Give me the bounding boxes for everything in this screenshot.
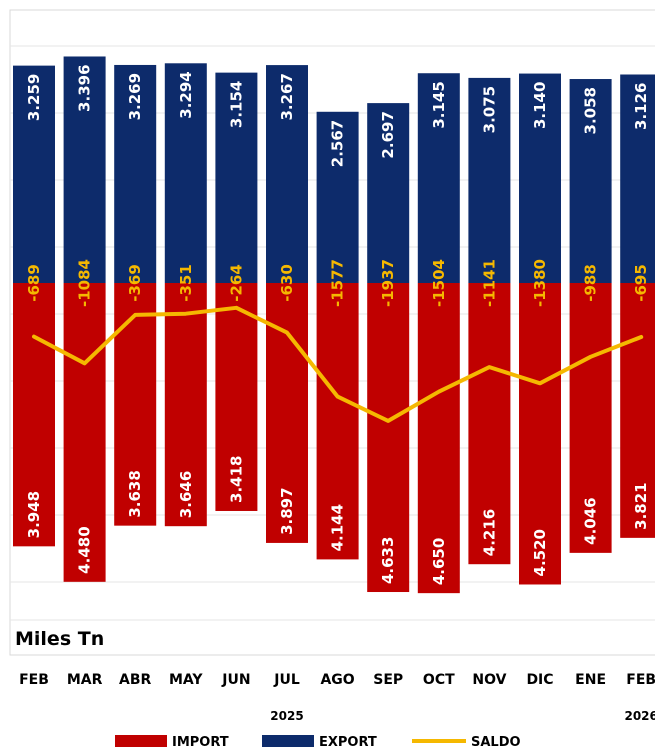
export-value-label: 3.269 bbox=[126, 73, 144, 120]
import-value-label: 3.418 bbox=[227, 456, 245, 503]
import-bar bbox=[569, 283, 612, 553]
export-value-label: 3.259 bbox=[25, 74, 43, 121]
saldo-value-label: -689 bbox=[25, 264, 43, 302]
import-value-label: 4.480 bbox=[76, 526, 94, 573]
saldo-value-label: -1141 bbox=[480, 259, 498, 307]
saldo-value-label: -264 bbox=[227, 264, 245, 302]
category-label: MAR bbox=[67, 672, 103, 688]
export-bar bbox=[367, 103, 410, 283]
export-bar bbox=[13, 65, 55, 284]
unit-label: Miles Tn bbox=[15, 628, 104, 650]
import-value-label: 4.650 bbox=[430, 538, 448, 585]
category-label: SEP bbox=[373, 672, 403, 688]
export-bar bbox=[468, 77, 511, 284]
category-label: FEB bbox=[19, 672, 49, 688]
import-bar bbox=[417, 283, 460, 594]
export-value-label: 3.140 bbox=[531, 82, 549, 129]
export-bar bbox=[164, 63, 207, 284]
import-value-label: 4.520 bbox=[531, 529, 549, 576]
import-value-label: 4.216 bbox=[480, 509, 498, 556]
saldo-value-label: -351 bbox=[177, 264, 195, 302]
saldo-line-layer bbox=[32, 305, 644, 423]
import-bar bbox=[468, 283, 511, 565]
export-bar bbox=[519, 73, 561, 283]
category-label: DIC bbox=[526, 672, 553, 688]
legend-label-import: IMPORT bbox=[172, 735, 229, 750]
saldo-value-label: -630 bbox=[278, 264, 296, 302]
saldo-value-label: -1504 bbox=[430, 259, 448, 307]
bars bbox=[13, 56, 655, 594]
legend-label-saldo: SALDO bbox=[471, 735, 521, 750]
import-value-label: 4.144 bbox=[329, 504, 347, 551]
saldo-value-label: -369 bbox=[126, 264, 144, 302]
export-value-label: 3.058 bbox=[582, 87, 600, 134]
import-bar bbox=[215, 283, 258, 511]
legend: IMPORT EXPORT SALDO bbox=[115, 735, 521, 750]
saldo-value-label: -1937 bbox=[379, 259, 397, 307]
category-label: AGO bbox=[320, 672, 354, 688]
import-bar bbox=[164, 283, 207, 527]
import-value-label: 4.046 bbox=[582, 497, 600, 544]
export-bar bbox=[417, 73, 460, 283]
saldo-value-label: -1577 bbox=[329, 259, 347, 307]
category-label: ENE bbox=[575, 672, 606, 688]
import-value-label: 3.646 bbox=[177, 471, 195, 518]
export-bar bbox=[316, 111, 359, 283]
legend-swatch-saldo bbox=[412, 739, 466, 743]
category-label: NOV bbox=[472, 672, 506, 688]
legend-swatch-import bbox=[115, 735, 167, 747]
import-value-label: 3.948 bbox=[25, 491, 43, 538]
export-bar bbox=[569, 79, 612, 283]
category-axis: FEB MAR ABR MAY JUN JUL AGO SEP OCT NOV DIC ENE FEB 2… bbox=[19, 672, 655, 723]
export-value-label: 3.075 bbox=[480, 86, 498, 133]
legend-swatch-export bbox=[262, 735, 314, 747]
export-value-label: 3.294 bbox=[177, 71, 195, 118]
import-bar bbox=[620, 283, 655, 538]
saldo-value-label: -988 bbox=[582, 264, 600, 302]
year-label: 2025 bbox=[270, 709, 303, 723]
export-bar bbox=[114, 64, 157, 283]
category-label: FEB bbox=[626, 672, 655, 688]
saldo-line bbox=[32, 305, 644, 423]
import-value-label: 4.633 bbox=[379, 537, 397, 584]
category-label: JUN bbox=[221, 672, 250, 688]
saldo-value-label: -1084 bbox=[76, 259, 94, 307]
import-bar bbox=[13, 283, 55, 547]
import-bar bbox=[519, 283, 561, 585]
export-value-label: 3.126 bbox=[632, 82, 650, 129]
saldo-value-label: -695 bbox=[632, 264, 650, 302]
import-bar bbox=[316, 283, 359, 560]
import-bar bbox=[367, 283, 410, 593]
export-value-label: 3.154 bbox=[227, 81, 245, 128]
export-bar bbox=[266, 65, 308, 284]
year-label: 2026 bbox=[624, 709, 655, 723]
category-label: JUL bbox=[273, 672, 300, 688]
export-bar bbox=[620, 74, 655, 284]
export-value-label: 3.396 bbox=[76, 64, 94, 111]
category-label: MAY bbox=[169, 672, 203, 688]
category-label: ABR bbox=[119, 672, 152, 688]
export-bar bbox=[215, 72, 258, 283]
value-labels: 3.259 3.948 -689 3.396 4.480 -1084 3.269 3.638 -… bbox=[25, 64, 650, 585]
saldo-value-label: -1380 bbox=[531, 259, 549, 307]
legend-label-export: EXPORT bbox=[319, 735, 377, 750]
export-value-label: 3.145 bbox=[430, 81, 448, 128]
import-value-label: 3.821 bbox=[632, 482, 650, 529]
category-label: OCT bbox=[423, 672, 455, 688]
export-value-label: 2.567 bbox=[329, 120, 347, 167]
export-value-label: 2.697 bbox=[379, 111, 397, 158]
import-value-label: 3.638 bbox=[126, 470, 144, 517]
import-value-label: 3.897 bbox=[278, 487, 296, 534]
export-value-label: 3.267 bbox=[278, 73, 296, 120]
import-bar bbox=[114, 283, 157, 526]
import-bar bbox=[63, 283, 106, 582]
export-bar bbox=[63, 56, 106, 283]
